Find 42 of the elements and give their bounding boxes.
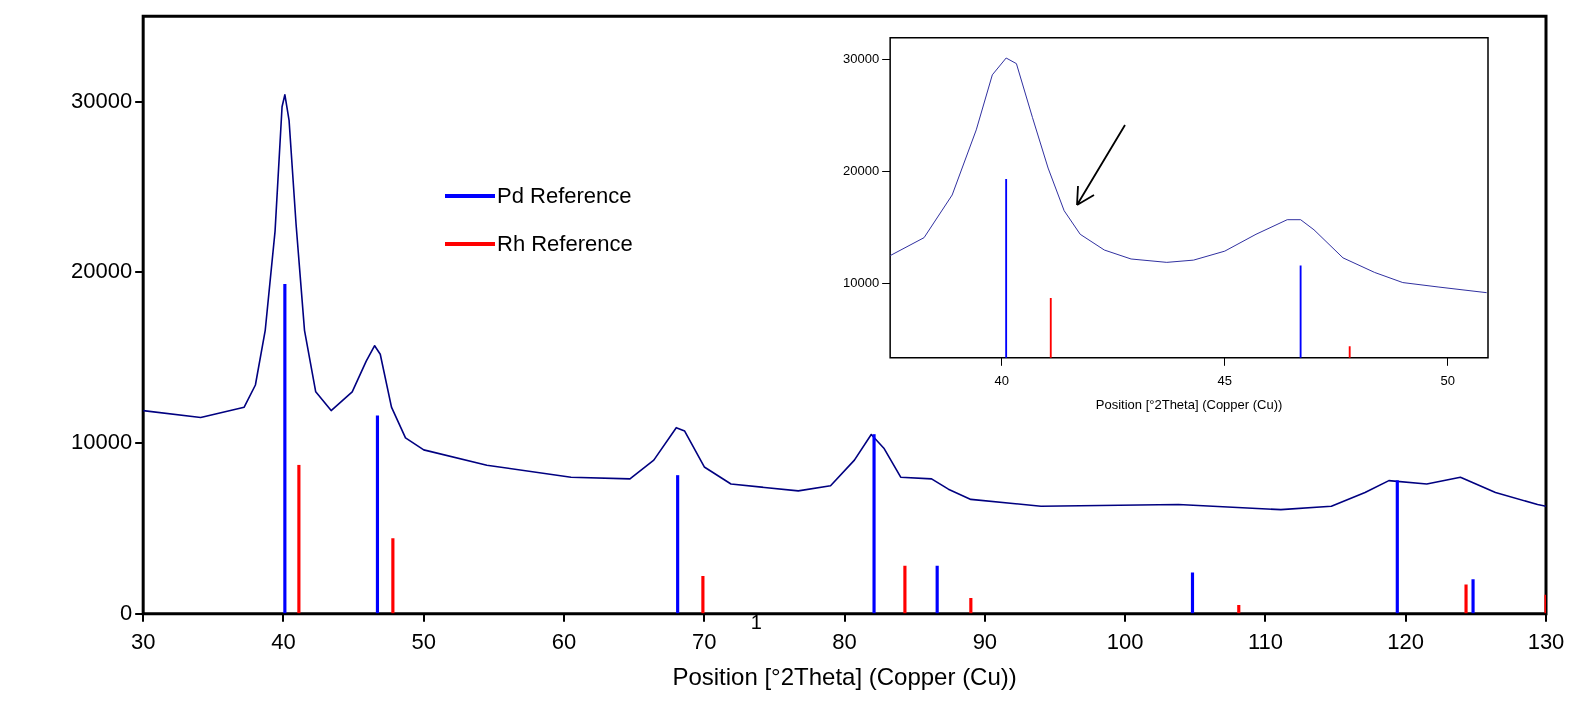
x-tick-label: 45 [1217, 373, 1232, 389]
bar [375, 415, 380, 614]
x-tick-label: 130 [1527, 629, 1565, 655]
x-tick-label: 100 [1106, 629, 1144, 655]
legend-label: Pd Reference [497, 183, 632, 209]
bar [969, 598, 973, 614]
x-tick-label: 50 [411, 629, 436, 655]
x-tick-label: 40 [271, 629, 296, 655]
x-tick-label: 60 [551, 629, 577, 655]
bar [903, 565, 907, 614]
bar [1190, 572, 1195, 614]
y-tick-label: 10000 [842, 275, 880, 291]
y-tick-label: 0 [119, 599, 133, 625]
x-tick-label: 30 [130, 629, 156, 655]
annotation: 1 [750, 610, 762, 633]
y-tick-label: 20000 [70, 258, 133, 284]
bar [676, 475, 680, 614]
y-tick-label: 20000 [842, 162, 880, 178]
bar [297, 464, 301, 614]
y-tick-label: 30000 [70, 87, 133, 113]
bar [701, 575, 705, 614]
x-tick-label: 120 [1387, 629, 1425, 655]
bar [872, 434, 876, 614]
x-axis-title: Position [°2Theta] (Copper (Cu)) [1095, 396, 1283, 412]
bar [1471, 579, 1475, 614]
legend-label: Rh Reference [497, 231, 633, 257]
x-tick-label: 110 [1247, 629, 1283, 655]
x-tick-label: 80 [832, 629, 857, 655]
x-tick-label: 40 [994, 373, 1009, 389]
bar [1237, 604, 1241, 614]
x-tick-label: 70 [692, 629, 717, 655]
x-tick-label: 90 [972, 629, 998, 655]
bar [1395, 480, 1399, 614]
bar [391, 538, 395, 614]
bar [1544, 594, 1546, 614]
bar [283, 283, 287, 614]
y-tick-label: 10000 [70, 429, 133, 455]
y-tick-label: 30000 [842, 50, 880, 66]
x-tick-label: 50 [1440, 373, 1456, 389]
bar [1464, 584, 1468, 614]
bar [935, 565, 939, 614]
x-axis-title: Position [°2Theta] (Copper (Cu)) [672, 663, 1017, 691]
